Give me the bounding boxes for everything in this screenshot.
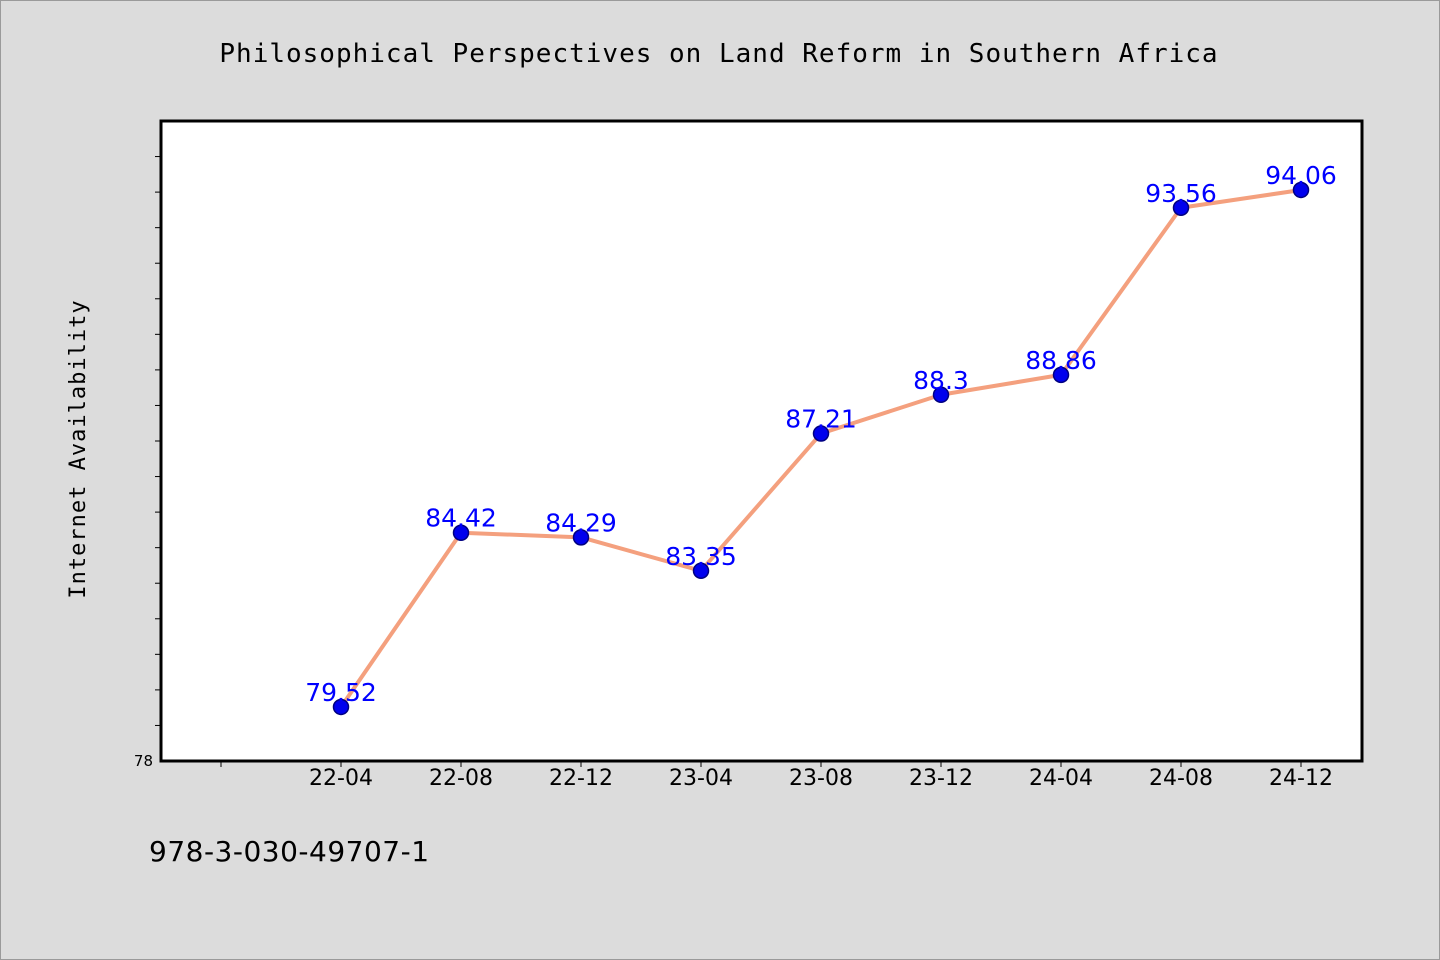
- data-labels-group: 79.52 84.42 84.29 83.35 87.21 88.3 88.86 93.56 9…: [305, 161, 1337, 707]
- y-axis-min-label: 78: [134, 752, 153, 770]
- data-label: 87.21: [785, 405, 857, 434]
- chart-title: Philosophical Perspectives on Land Refor…: [219, 39, 1218, 69]
- data-label: 93.56: [1145, 179, 1217, 208]
- plot-area: [159, 119, 1364, 763]
- data-label: 88.86: [1025, 346, 1097, 375]
- isbn-footer: 978-3-030-49707-1: [149, 835, 430, 868]
- y-axis-ticks: [155, 156, 161, 726]
- series-group: [332, 181, 1310, 716]
- data-point: [1292, 181, 1310, 199]
- data-label: 88.3: [913, 366, 969, 395]
- data-point: [812, 425, 830, 442]
- data-point: [932, 386, 950, 404]
- x-tick-label: 24-04: [1029, 766, 1093, 791]
- x-tick-label: 23-12: [909, 766, 973, 791]
- x-tick-label: 22-04: [309, 766, 373, 791]
- data-point: [692, 562, 710, 580]
- data-point: [572, 529, 590, 546]
- data-point: [452, 524, 470, 541]
- x-tick-label: 24-08: [1149, 766, 1213, 791]
- data-label: 94.06: [1265, 161, 1337, 190]
- x-tick-label: 23-04: [669, 766, 733, 791]
- data-point: [1052, 366, 1070, 384]
- data-label: 84.29: [545, 508, 617, 537]
- data-point: [1172, 199, 1190, 217]
- data-label: 84.42: [425, 504, 497, 533]
- x-tick-label: 22-08: [429, 766, 493, 791]
- data-point: [332, 698, 350, 716]
- y-axis-label: Internet Availability: [66, 299, 91, 598]
- data-label: 83.35: [665, 542, 737, 571]
- data-label: 79.52: [305, 678, 377, 707]
- x-axis-ticks: 22-04 22-08 22-12 23-04 23-08 23-12 24-04 24-08…: [220, 761, 1333, 791]
- x-tick-label: 22-12: [549, 766, 613, 791]
- x-tick-label: 24-12: [1269, 766, 1333, 791]
- x-tick-label: 23-08: [789, 766, 853, 791]
